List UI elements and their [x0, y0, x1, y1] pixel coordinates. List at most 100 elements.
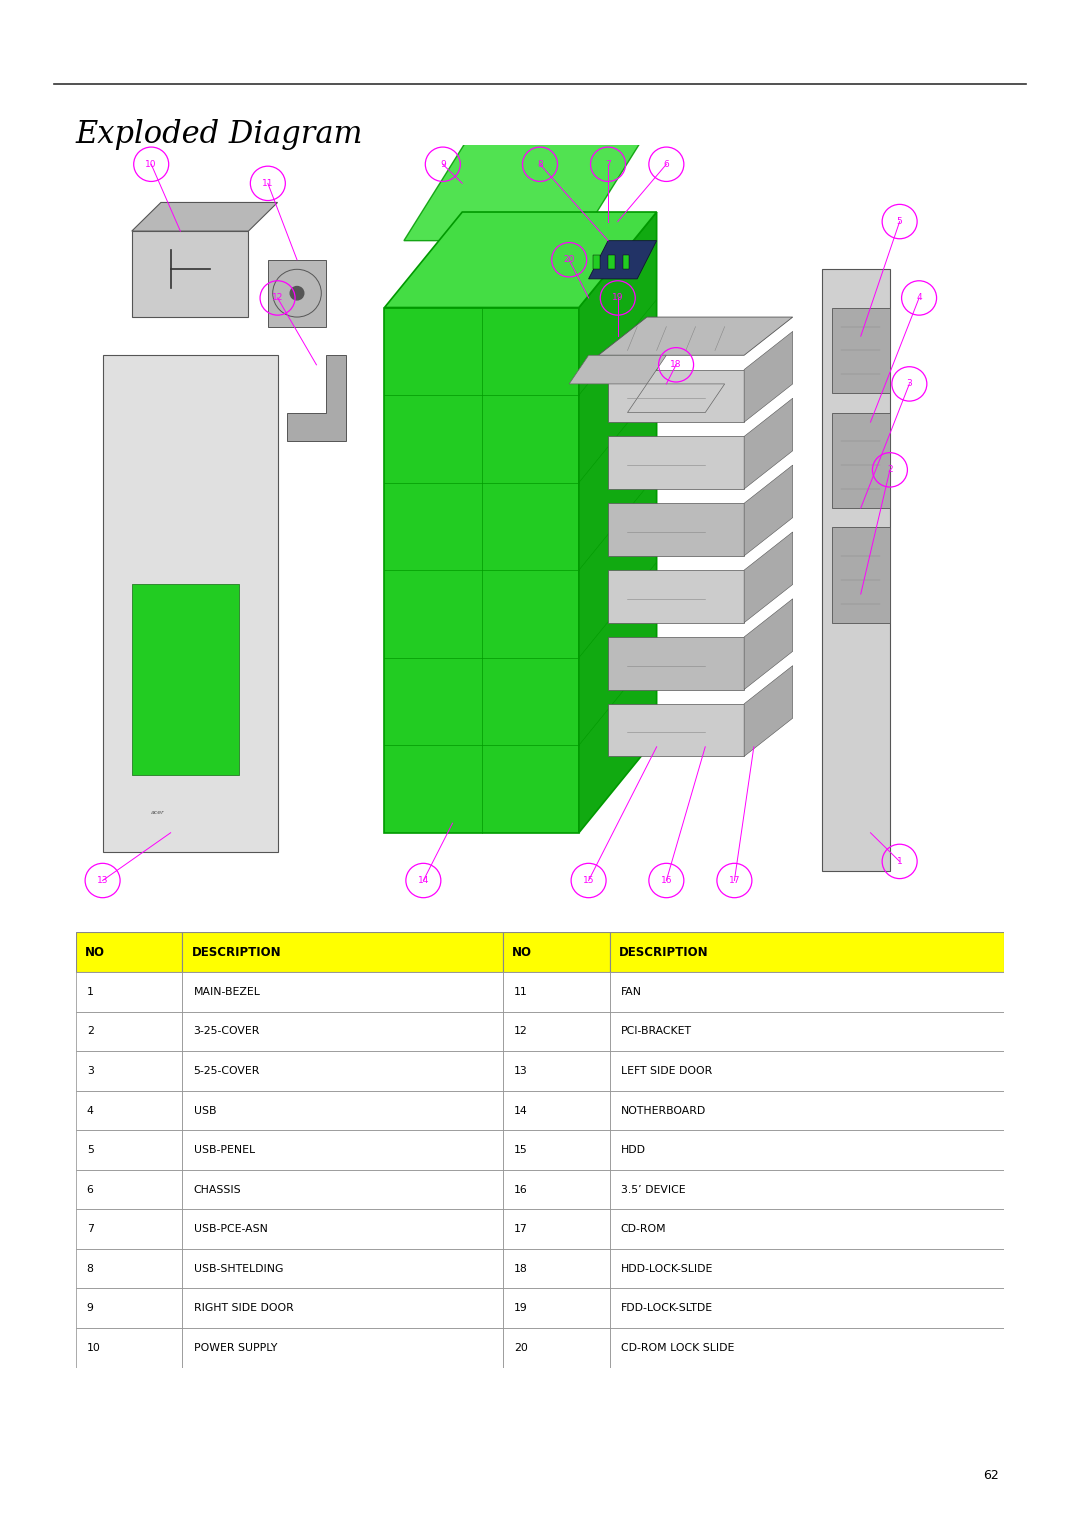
Bar	[76, 1288, 183, 1328]
Polygon shape	[103, 354, 278, 851]
Bar	[503, 1012, 610, 1051]
Text: NO: NO	[85, 946, 105, 958]
Polygon shape	[384, 307, 579, 833]
Bar	[609, 1328, 1004, 1368]
Text: 62: 62	[983, 1468, 999, 1482]
Polygon shape	[822, 269, 890, 871]
Text: 17: 17	[514, 1224, 528, 1235]
Text: CHASSIS: CHASSIS	[193, 1184, 241, 1195]
Bar	[609, 1131, 1004, 1170]
Text: 6: 6	[86, 1184, 94, 1195]
Polygon shape	[569, 354, 666, 384]
Bar	[76, 1051, 183, 1091]
Text: HDD: HDD	[621, 1144, 646, 1155]
Polygon shape	[832, 527, 890, 622]
Text: 3: 3	[906, 379, 913, 388]
Bar	[503, 1248, 610, 1288]
Text: DESCRIPTION: DESCRIPTION	[619, 946, 708, 958]
Bar	[609, 1209, 1004, 1248]
Text: NOTHERBOARD: NOTHERBOARD	[621, 1106, 706, 1115]
Text: 20: 20	[564, 255, 575, 264]
Polygon shape	[744, 599, 793, 689]
Bar	[503, 932, 610, 972]
Bar	[183, 1288, 503, 1328]
Text: 6: 6	[663, 160, 670, 168]
Polygon shape	[744, 532, 793, 622]
Text: 8: 8	[537, 160, 543, 168]
Text: 3.5’ DEVICE: 3.5’ DEVICE	[621, 1184, 686, 1195]
Polygon shape	[622, 255, 630, 269]
Bar	[609, 972, 1004, 1012]
Bar	[183, 972, 503, 1012]
Text: 9: 9	[86, 1303, 94, 1313]
Bar	[503, 1170, 610, 1209]
Text: 15: 15	[583, 876, 594, 885]
Text: FDD-LOCK-SLTDE: FDD-LOCK-SLTDE	[621, 1303, 713, 1313]
Polygon shape	[608, 570, 744, 622]
Bar	[503, 1209, 610, 1248]
Text: Exploded Diagram: Exploded Diagram	[76, 119, 363, 150]
Text: NO: NO	[512, 946, 532, 958]
Polygon shape	[744, 465, 793, 556]
Bar	[503, 1091, 610, 1131]
Text: 4: 4	[86, 1106, 94, 1115]
Bar	[609, 1288, 1004, 1328]
Polygon shape	[268, 260, 326, 327]
Polygon shape	[608, 437, 744, 489]
Bar	[76, 1131, 183, 1170]
Text: RIGHT SIDE DOOR: RIGHT SIDE DOOR	[193, 1303, 294, 1313]
Bar	[76, 1328, 183, 1368]
Text: FAN: FAN	[621, 987, 642, 996]
Text: HDD-LOCK-SLIDE: HDD-LOCK-SLIDE	[621, 1264, 713, 1274]
Polygon shape	[744, 332, 793, 422]
Text: 5: 5	[896, 217, 903, 226]
Text: 10: 10	[146, 160, 157, 168]
Bar	[183, 1051, 503, 1091]
Bar	[76, 932, 183, 972]
Text: 2: 2	[887, 466, 893, 474]
Bar	[609, 1091, 1004, 1131]
Circle shape	[291, 287, 303, 299]
Polygon shape	[132, 231, 248, 316]
Text: 7: 7	[605, 160, 611, 168]
Polygon shape	[404, 116, 657, 240]
Text: 18: 18	[514, 1264, 528, 1274]
Text: 16: 16	[661, 876, 672, 885]
Text: MAIN-BEZEL: MAIN-BEZEL	[193, 987, 260, 996]
Polygon shape	[594, 255, 600, 269]
Bar	[503, 1051, 610, 1091]
Bar	[503, 1131, 610, 1170]
Polygon shape	[287, 354, 346, 442]
Text: 1: 1	[896, 857, 903, 866]
Text: 5: 5	[86, 1144, 94, 1155]
Bar	[183, 1170, 503, 1209]
Polygon shape	[608, 704, 744, 756]
Bar	[76, 1012, 183, 1051]
Bar	[183, 1209, 503, 1248]
Bar	[183, 1328, 503, 1368]
Text: 3: 3	[86, 1067, 94, 1076]
Bar	[609, 1051, 1004, 1091]
Bar	[503, 1328, 610, 1368]
Text: 12: 12	[514, 1027, 528, 1036]
Polygon shape	[744, 399, 793, 489]
Text: USB-PENEL: USB-PENEL	[193, 1144, 255, 1155]
Text: USB: USB	[193, 1106, 216, 1115]
Text: LEFT SIDE DOOR: LEFT SIDE DOOR	[621, 1067, 712, 1076]
Polygon shape	[132, 202, 278, 231]
Bar	[503, 972, 610, 1012]
Bar	[609, 932, 1004, 972]
Polygon shape	[384, 212, 657, 307]
Polygon shape	[598, 316, 793, 354]
Text: 18: 18	[671, 361, 681, 370]
Text: 13: 13	[514, 1067, 528, 1076]
Bar	[609, 1248, 1004, 1288]
Text: 19: 19	[612, 293, 623, 303]
Polygon shape	[744, 666, 793, 756]
Bar	[183, 1091, 503, 1131]
Text: POWER SUPPLY: POWER SUPPLY	[193, 1343, 276, 1352]
Text: 12: 12	[272, 293, 283, 303]
Text: USB-SHTELDING: USB-SHTELDING	[193, 1264, 283, 1274]
Text: 3-25-COVER: 3-25-COVER	[193, 1027, 260, 1036]
Polygon shape	[832, 413, 890, 507]
